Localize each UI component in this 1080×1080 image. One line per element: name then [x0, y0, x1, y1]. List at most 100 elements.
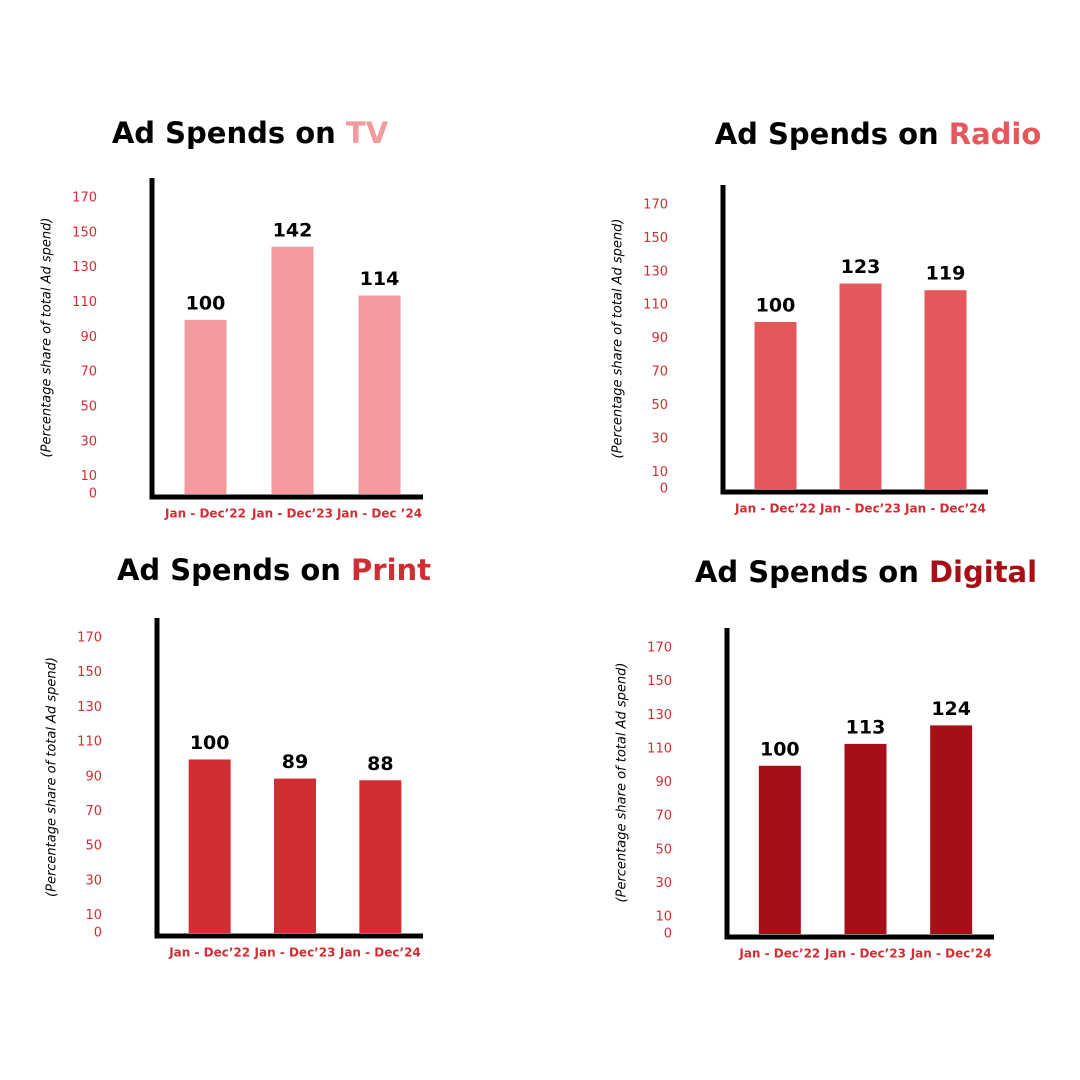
y-tick-label: 130 — [647, 708, 672, 723]
x-tick-label: Jan - Dec’22 — [738, 947, 820, 961]
y-tick-label: 10 — [655, 910, 672, 925]
x-tick-label: Jan - Dec’23 — [824, 947, 906, 961]
bar — [844, 743, 887, 934]
chart: Ad Spends on Radio 0 10 30 50 70 90 110 130 150 17… — [611, 117, 1042, 516]
y-tick-label: 70 — [85, 804, 102, 819]
y-tick-label: 150 — [643, 231, 668, 246]
y-axis-label: (Percentage share of total Ad spend) — [45, 657, 60, 897]
bar — [188, 759, 231, 933]
y-tick-label: 10 — [651, 465, 668, 480]
chart-title: Ad Spends on Digital — [695, 555, 1037, 589]
y-tick-label: 50 — [85, 839, 102, 854]
y-tick-label: 170 — [643, 198, 668, 213]
x-tick-label: Jan - Dec’24 — [904, 502, 986, 516]
y-tick-label: 110 — [77, 735, 102, 750]
y-axis-label: (Percentage share of total Ad spend) — [615, 663, 630, 903]
y-tick-label: 50 — [80, 399, 97, 414]
value-label: 113 — [846, 716, 886, 738]
x-tick-label: Jan - Dec’23 — [251, 507, 333, 521]
y-tick-label: 50 — [655, 842, 672, 857]
axis — [724, 628, 994, 940]
bar — [839, 283, 882, 489]
y-tick-label: 90 — [80, 330, 97, 345]
x-tick-label: Jan - Dec’24 — [910, 947, 992, 961]
x-tick-label: Jan - Dec’23 — [254, 946, 336, 960]
y-axis-label: (Percentage share of total Ad spend) — [40, 218, 55, 458]
y-tick-label: 30 — [655, 876, 672, 891]
chart-title: Ad Spends on Print — [117, 553, 431, 587]
bar — [930, 725, 973, 934]
chart-title: Ad Spends on Radio — [715, 117, 1042, 151]
y-tick-label: 170 — [72, 191, 97, 206]
y-axis-label: (Percentage share of total Ad spend) — [611, 219, 626, 459]
bar — [359, 780, 402, 933]
y-tick-label: 150 — [647, 674, 672, 689]
value-label: 100 — [756, 294, 796, 316]
y-tick-label: 110 — [643, 298, 668, 313]
y-tick-label: 10 — [80, 469, 97, 484]
y-tick-label: 0 — [89, 487, 97, 502]
axis — [154, 618, 423, 939]
x-tick-label: Jan - Dec ’24 — [336, 507, 422, 521]
title-text: Ad Spends on — [695, 555, 919, 589]
value-label: 114 — [360, 268, 400, 290]
y-tick-label: 30 — [80, 434, 97, 449]
value-label: 124 — [931, 698, 971, 720]
y-tick-label: 110 — [647, 741, 672, 756]
x-tick-label: Jan - Dec’23 — [819, 502, 901, 516]
bar — [758, 765, 801, 934]
axis — [720, 185, 988, 495]
value-label: 142 — [273, 219, 313, 241]
title-highlight: Print — [351, 553, 431, 587]
y-tick-label: 0 — [94, 926, 102, 941]
y-tick-label: 90 — [655, 775, 672, 790]
y-tick-label: 130 — [72, 260, 97, 275]
y-tick-label: 70 — [655, 809, 672, 824]
y-tick-label: 50 — [651, 398, 668, 413]
bar — [924, 290, 967, 489]
value-label: 123 — [841, 256, 881, 278]
value-label: 100 — [190, 732, 230, 754]
value-label: 100 — [760, 738, 800, 760]
value-label: 89 — [282, 751, 308, 773]
y-tick-label: 0 — [660, 482, 668, 497]
y-tick-label: 90 — [651, 331, 668, 346]
bar — [274, 778, 316, 933]
chart: Ad Spends on TV 0 10 30 50 70 90 110 130 150 170 (P… — [40, 116, 423, 521]
y-tick-label: 0 — [664, 927, 672, 942]
title-highlight: Radio — [949, 117, 1042, 151]
x-tick-label: Jan - Dec’22 — [168, 946, 250, 960]
bar — [754, 321, 797, 489]
y-tick-label: 110 — [72, 295, 97, 310]
y-tick-label: 130 — [77, 700, 102, 715]
value-label: 100 — [186, 292, 226, 314]
y-tick-label: 90 — [85, 769, 102, 784]
chart-title: Ad Spends on TV — [112, 116, 389, 150]
y-tick-label: 30 — [85, 873, 102, 888]
x-tick-label: Jan - Dec’24 — [339, 946, 421, 960]
y-tick-label: 70 — [80, 365, 97, 380]
chart: Ad Spends on Digital 0 10 30 50 70 90 110 130 150… — [615, 555, 1038, 961]
y-tick-label: 130 — [643, 264, 668, 279]
bar — [184, 319, 227, 494]
y-tick-label: 150 — [72, 225, 97, 240]
title-highlight: Digital — [929, 555, 1037, 589]
y-tick-label: 150 — [77, 665, 102, 680]
title-text: Ad Spends on — [715, 117, 939, 151]
value-label: 88 — [367, 753, 393, 775]
y-tick-label: 170 — [77, 631, 102, 646]
bar — [358, 295, 401, 494]
bar — [271, 246, 314, 494]
y-tick-label: 10 — [85, 908, 102, 923]
axis — [149, 178, 423, 500]
y-tick-label: 70 — [651, 365, 668, 380]
title-text: Ad Spends on — [112, 116, 336, 150]
y-tick-label: 30 — [651, 431, 668, 446]
value-label: 119 — [926, 263, 966, 285]
title-text: Ad Spends on — [117, 553, 341, 587]
y-tick-label: 170 — [647, 641, 672, 656]
x-tick-label: Jan - Dec’22 — [734, 502, 816, 516]
title-highlight: TV — [346, 116, 389, 150]
chart: Ad Spends on Print 0 10 30 50 70 90 110 130 150 17… — [45, 553, 432, 960]
